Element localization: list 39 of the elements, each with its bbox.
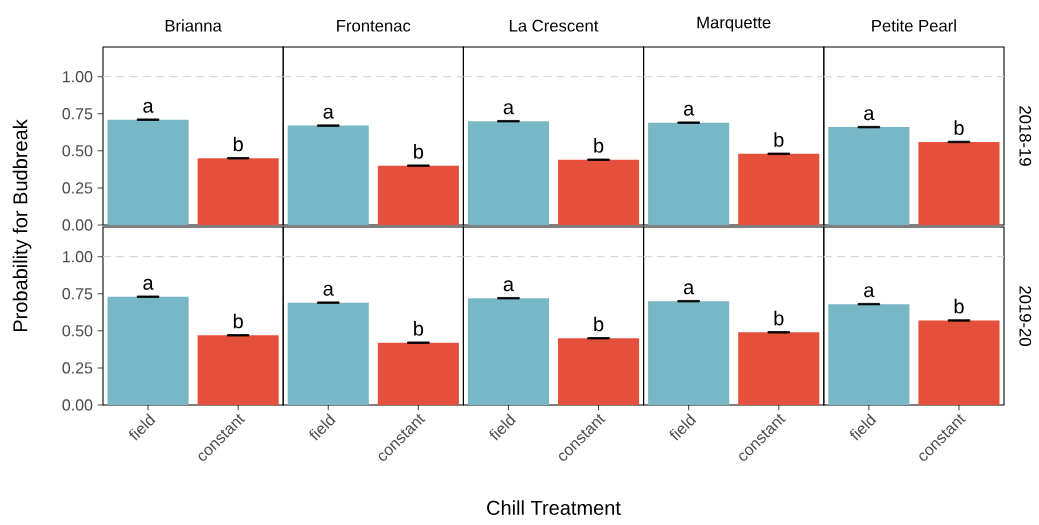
annotation: b (954, 120, 964, 135)
annotation: a (323, 284, 334, 296)
y-tick-label: 0.75 (62, 108, 93, 120)
x-axis-title: Chill Treatment (487, 500, 621, 515)
y2-axis-title: 2018-19 (1019, 106, 1032, 166)
annotation: a (683, 104, 695, 116)
annotation: a (143, 278, 154, 290)
y-tick-label: 0.25 (62, 182, 93, 194)
y-tick-label: 0.50 (62, 325, 93, 337)
annotation: b (233, 136, 243, 152)
chart-title: Petite Pearl (872, 19, 956, 32)
y-tick-label: 0.25 (62, 362, 93, 374)
y-tick-label: 0.75 (62, 288, 93, 300)
annotation: a (683, 283, 695, 295)
annotation: a (143, 101, 154, 113)
annotation: a (503, 103, 515, 115)
annotation: b (774, 310, 784, 326)
y-tick-label: 1.00 (63, 71, 93, 83)
y-tick-label: 0.00 (62, 399, 93, 411)
annotation: b (774, 132, 784, 147)
chart-title: Frontenac (337, 20, 411, 32)
annotation: b (954, 298, 964, 314)
y-axis-title: Probability for Budbreak (12, 119, 32, 332)
annotation: a (864, 286, 875, 298)
y2-axis-title: 2019-20 (1019, 286, 1032, 346)
annotation: b (414, 144, 424, 159)
annotation: a (864, 109, 875, 121)
y-tick-label: 0.50 (62, 145, 93, 157)
annotation: b (594, 316, 604, 332)
annotation: b (594, 138, 604, 153)
chart-title: La Crescent (509, 19, 599, 32)
y-tick-label: 1.00 (63, 251, 93, 263)
annotation: b (414, 321, 424, 336)
chart-title: Brianna (165, 19, 222, 32)
chart-title: Marquette (697, 16, 771, 32)
annotation: b (233, 313, 243, 329)
annotation: a (323, 107, 334, 119)
y-tick-label: 0.00 (62, 219, 93, 231)
annotation: a (503, 280, 515, 292)
